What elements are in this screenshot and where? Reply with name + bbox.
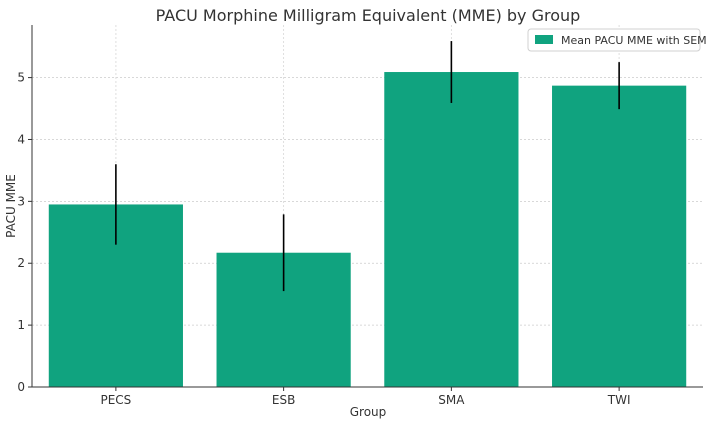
legend-swatch [535, 35, 553, 44]
y-axis-label: PACU MME [4, 174, 18, 238]
error-bars [115, 41, 620, 292]
y-tick-label: 2 [17, 256, 25, 270]
y-tick-label: 4 [17, 132, 25, 146]
chart-title: PACU Morphine Milligram Equivalent (MME)… [156, 6, 581, 25]
bar-sma [384, 72, 519, 388]
y-ticks: 0 1 2 3 4 5 [17, 71, 32, 394]
legend-frame [527, 28, 701, 52]
x-tick-label-esb: ESB [272, 393, 295, 407]
bar-twi [552, 85, 687, 388]
x-tick-label-pecs: PECS [100, 393, 131, 407]
legend-label: Mean PACU MME with SEM [561, 34, 707, 47]
x-tick-label-sma: SMA [438, 393, 465, 407]
y-tick-label: 1 [17, 318, 25, 332]
y-tick-label: 5 [17, 71, 25, 85]
x-axis-label: Group [350, 405, 387, 419]
legend: Mean PACU MME with SEM [527, 28, 707, 52]
y-tick-label: 0 [17, 380, 25, 394]
bars [48, 72, 687, 388]
x-tick-label-twi: TWI [607, 393, 631, 407]
x-ticks: PECS ESB SMA TWI [100, 387, 630, 407]
y-tick-label: 3 [17, 194, 25, 208]
axes [31, 25, 703, 388]
